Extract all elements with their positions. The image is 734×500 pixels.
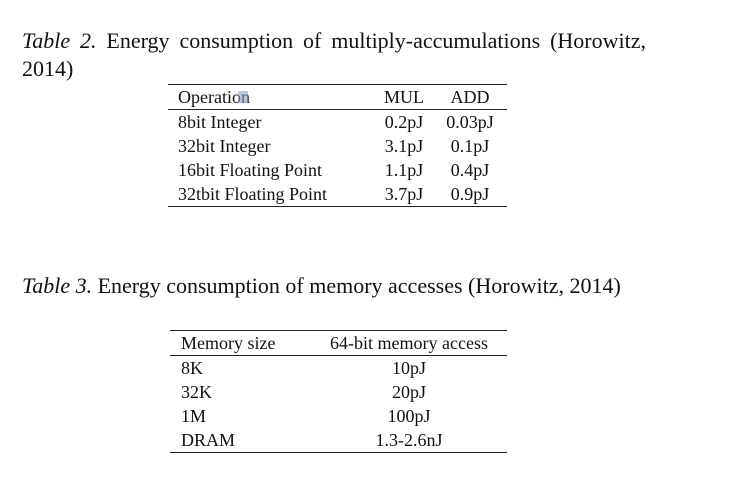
table-row: 16bit Floating Point 1.1pJ 0.4pJ	[168, 158, 507, 182]
table-3-caption: Table 3. Energy consumption of memory ac…	[22, 272, 646, 300]
table-cell: 0.1pJ	[450, 136, 490, 156]
table-cell: 10pJ	[391, 358, 426, 378]
column-header-operation: Operation	[178, 87, 250, 107]
table-row: 32K 20pJ	[170, 380, 507, 404]
table-cell: 1M	[181, 406, 207, 426]
table-cell: 3.1pJ	[384, 136, 424, 156]
table-cell: 32bit Integer	[178, 136, 271, 156]
column-header-add: ADD	[450, 87, 490, 107]
table-row: 8bit Integer 0.2pJ 0.03pJ	[168, 110, 507, 135]
table-3-label: Table 3.	[22, 273, 93, 298]
table-cell: 1.1pJ	[384, 160, 424, 180]
table-3-caption-text: Energy consumption of memory accesses (H…	[97, 273, 621, 298]
table-header-row: Memory size 64-bit memory access	[170, 331, 507, 356]
table-cell: 0.4pJ	[450, 160, 490, 180]
table-cell: 32K	[181, 382, 212, 402]
column-header-memory-size: Memory size	[181, 333, 276, 353]
table-cell: 20pJ	[391, 382, 426, 402]
table-cell: 100pJ	[387, 406, 431, 426]
table-2-caption-text: Energy consumption of multiply-accumulat…	[22, 28, 647, 81]
table-cell: 8bit Integer	[178, 112, 262, 132]
table-2-caption: Table 2. Energy consumption of multiply-…	[22, 27, 646, 83]
table-cell: 32tbit Floating Point	[178, 184, 328, 204]
table-header-row: Operation MUL ADD	[168, 85, 507, 110]
table-cell: DRAM	[181, 430, 236, 450]
table-row: DRAM 1.3-2.6nJ	[170, 428, 507, 453]
table-2-label: Table 2.	[22, 28, 97, 53]
table-row: 8K 10pJ	[170, 356, 507, 381]
text-cursor-highlight	[238, 91, 248, 103]
table-row: 32bit Integer 3.1pJ 0.1pJ	[168, 134, 507, 158]
table-cell: 8K	[181, 358, 203, 378]
table-row: 1M 100pJ	[170, 404, 507, 428]
table-row: 32tbit Floating Point 3.7pJ 0.9pJ	[168, 182, 507, 207]
table-cell: 16bit Floating Point	[178, 160, 323, 180]
column-header-mul: MUL	[384, 87, 424, 107]
table-cell: 1.3-2.6nJ	[375, 430, 443, 450]
table-2: Operation MUL ADD 8bit Integer 0.2pJ 0.0…	[168, 84, 507, 207]
column-header-memory-access: 64-bit memory access	[330, 333, 488, 353]
table-cell: 0.03pJ	[446, 112, 494, 132]
table-3: Memory size 64-bit memory access 8K 10pJ…	[170, 330, 507, 453]
table-cell: 0.9pJ	[450, 184, 490, 204]
table-cell: 0.2pJ	[384, 112, 424, 132]
table-cell: 3.7pJ	[384, 184, 424, 204]
